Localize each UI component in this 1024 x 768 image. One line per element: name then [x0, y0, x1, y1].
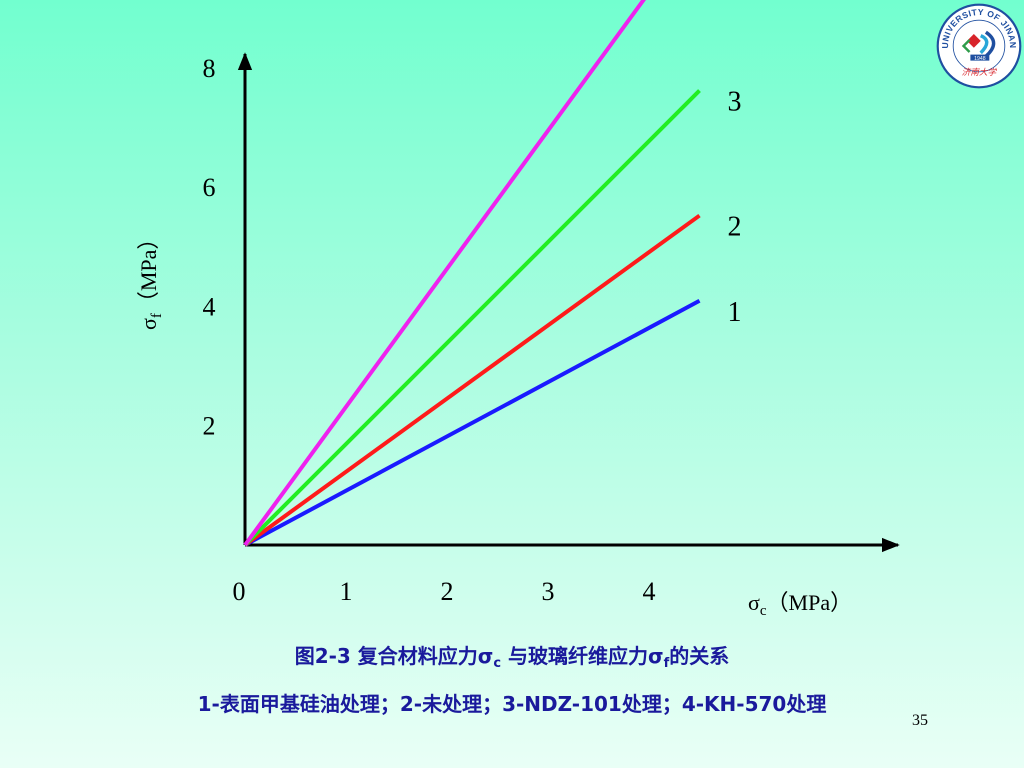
- y-tick-label-2: 2: [203, 412, 216, 441]
- series-end-label-2: 2: [728, 212, 742, 243]
- university-logo: UNIVERSITY OF JINAN 1948 济南大学: [936, 3, 1022, 89]
- series-line-4: [243, 0, 646, 547]
- x-tick-label-0: 0: [233, 577, 246, 606]
- y-tick-label-4: 4: [203, 292, 216, 321]
- y-tick-label-6: 6: [203, 173, 216, 202]
- page-number: 35: [912, 712, 928, 729]
- svg-text:1948: 1948: [974, 56, 986, 62]
- series-line-1: [244, 298, 701, 547]
- figure-caption-legend: 1-表面甲基硅油处理；2-未处理；3-NDZ-101处理；4-KH-570处理: [197, 692, 827, 716]
- series-line-2: [243, 213, 701, 547]
- x-axis-label: σc（MPa）: [748, 590, 852, 619]
- x-tick-label-3: 3: [542, 577, 555, 606]
- series-end-label-3: 3: [728, 87, 742, 118]
- y-tick-label-8: 8: [203, 54, 216, 83]
- figure-caption-title: 图2-3 复合材料应力σc 与玻璃纤维应力σf的关系: [294, 644, 730, 671]
- svg-text:济南大学: 济南大学: [962, 67, 998, 78]
- ticks-layer: 0 1 2 3 4 2 4 6 8: [203, 54, 656, 606]
- x-tick-label-1: 1: [340, 577, 353, 606]
- series-line-3: [243, 89, 701, 547]
- y-axis-label: σf（MPa）: [136, 228, 165, 330]
- series-end-label-1: 1: [728, 297, 742, 328]
- x-tick-label-4: 4: [643, 577, 656, 606]
- x-tick-label-2: 2: [441, 577, 454, 606]
